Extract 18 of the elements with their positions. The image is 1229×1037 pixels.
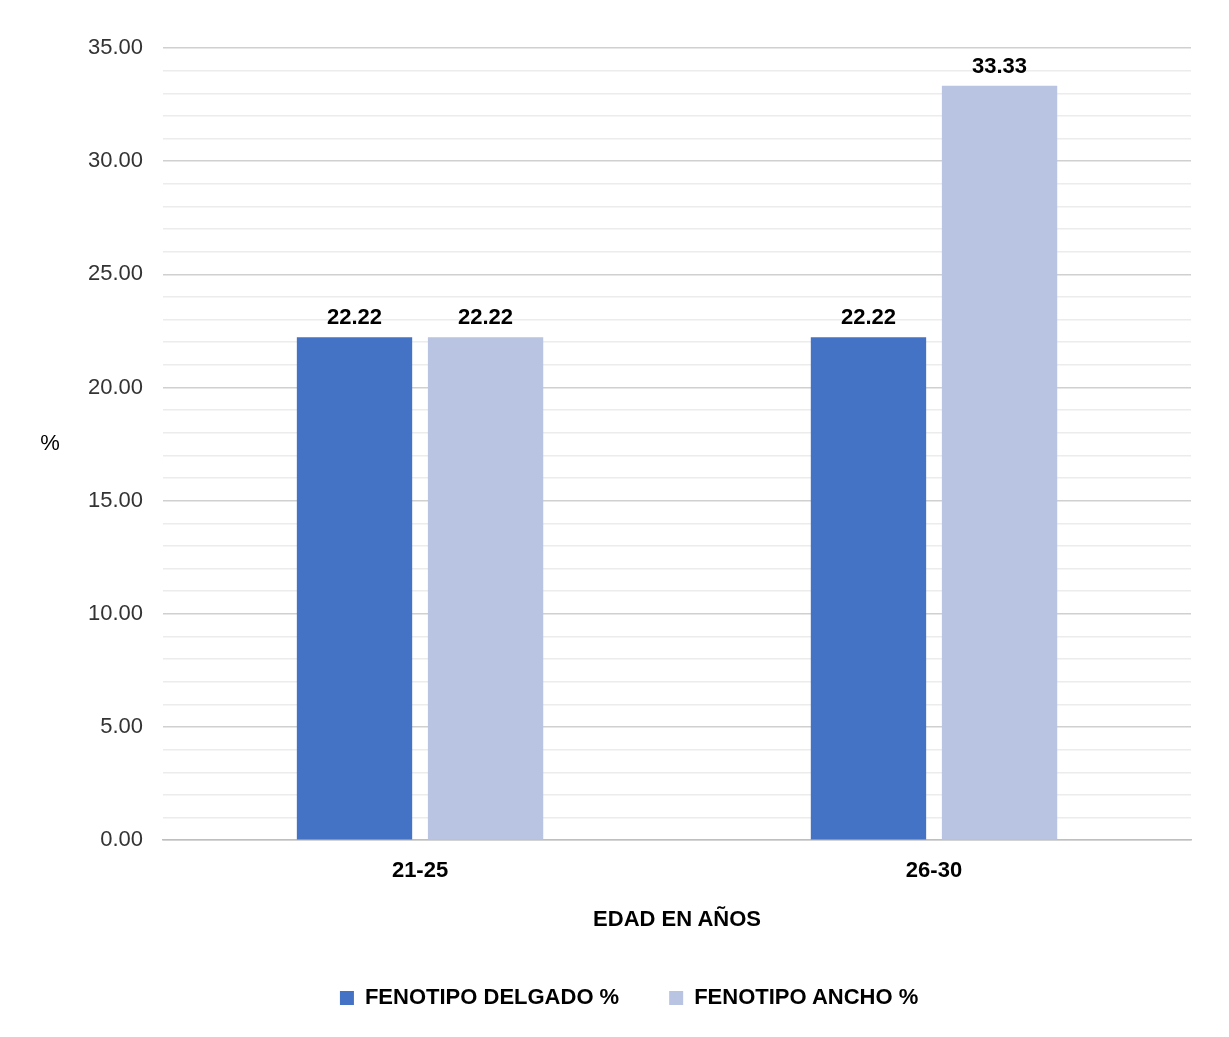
x-tick-label: 21-25 [391, 857, 449, 883]
y-tick-label: 15.00 [87, 486, 144, 512]
y-tick-label: 35.00 [87, 34, 144, 60]
y-tick-label: 0.00 [100, 826, 144, 852]
data-label: 22.22 [326, 304, 383, 330]
y-axis-title: % [40, 430, 60, 456]
legend-label: FENOTIPO ANCHO % [694, 984, 919, 1010]
y-tick-label: 5.00 [100, 713, 144, 739]
legend-label: FENOTIPO DELGADO % [364, 984, 620, 1010]
y-tick-label: 25.00 [87, 260, 144, 286]
data-label: 33.33 [972, 52, 1028, 78]
x-tick-label: 26-30 [905, 857, 963, 883]
y-tick-label: 20.00 [87, 373, 144, 399]
data-label: 22.22 [840, 304, 897, 330]
y-tick-label: 30.00 [87, 147, 144, 173]
data-label: 22.22 [458, 304, 514, 330]
x-axis-title: EDAD EN AÑOS [593, 905, 761, 931]
y-tick-label: 10.00 [87, 599, 144, 625]
